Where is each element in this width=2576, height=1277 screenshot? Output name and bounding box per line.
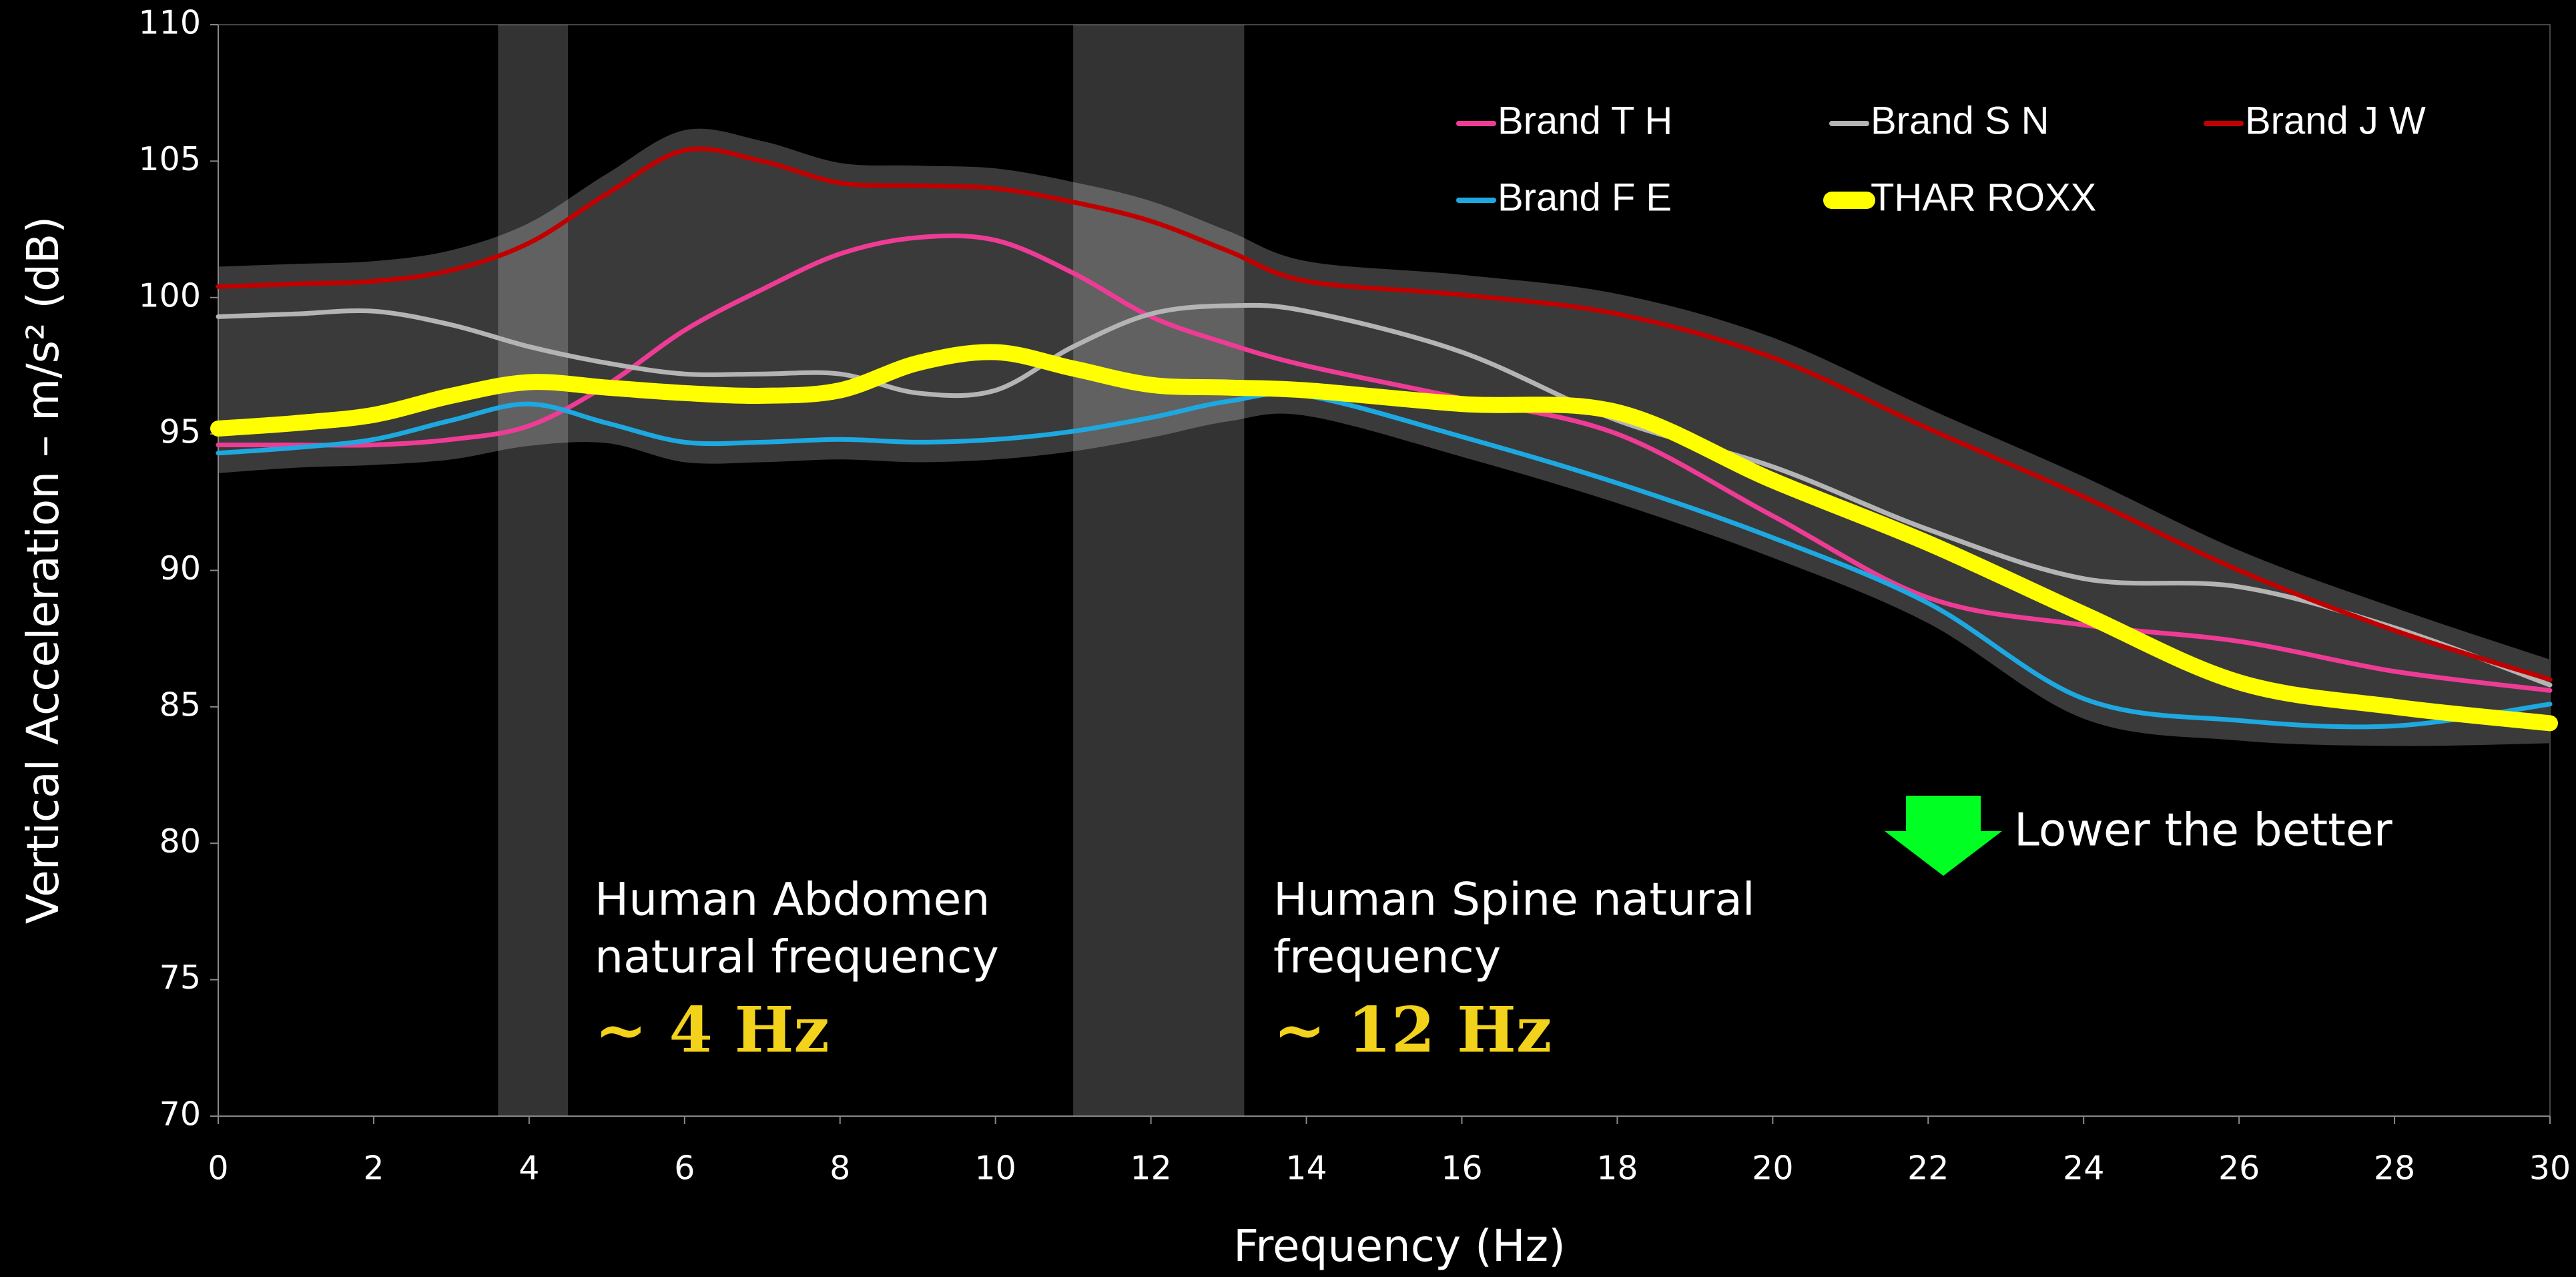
series-line [210, 344, 2558, 732]
highlight-band [1073, 25, 1245, 1116]
x-tick-label: 20 [1752, 1150, 1793, 1188]
y-tick-label: 100 [138, 276, 201, 314]
annotation-text: natural frequency [595, 931, 999, 984]
x-tick-label: 30 [2529, 1150, 2571, 1188]
x-tick-label: 4 [519, 1150, 539, 1188]
annotation-text: Human Abdomen [595, 874, 990, 927]
x-tick-label: 26 [2218, 1150, 2260, 1188]
y-tick-label: 80 [159, 822, 201, 860]
annotation-highlight: ~ 4 Hz [595, 993, 830, 1067]
x-tick-label: 12 [1130, 1150, 1171, 1188]
series-line [216, 146, 2553, 682]
note: Lower the better [2014, 804, 2392, 857]
legend-label: THAR ROXX [1871, 176, 2096, 219]
legend-label: Brand T H [1498, 99, 1672, 142]
y-tick-label: 105 [138, 140, 201, 178]
y-tick-label: 90 [159, 549, 201, 587]
x-tick-label: 0 [208, 1150, 228, 1188]
x-tick-label: 6 [674, 1150, 695, 1188]
plot-layer [218, 24, 2551, 1117]
legend-label: Brand J W [2245, 99, 2426, 142]
highlight-band [498, 25, 569, 1116]
x-tick-label: 22 [1907, 1150, 1949, 1188]
x-tick-label: 2 [363, 1150, 384, 1188]
x-tick-label: 18 [1596, 1150, 1638, 1188]
series-line [216, 233, 2553, 693]
envelope [218, 128, 2550, 746]
x-tick-label: 24 [2063, 1150, 2104, 1188]
x-tick-label: 16 [1441, 1150, 1482, 1188]
y-tick-label: 70 [159, 1095, 201, 1133]
y-tick-label: 75 [159, 959, 201, 997]
x-tick-label: 10 [974, 1150, 1016, 1188]
x-tick-label: 28 [2374, 1150, 2415, 1188]
series-line [216, 302, 2553, 688]
x-axis-title: Frequency (Hz) [1233, 1220, 1566, 1272]
annotation-text: frequency [1273, 931, 1501, 984]
annotation-text: Human Spine natural [1273, 874, 1755, 927]
series-line [216, 391, 2553, 730]
y-axis-title: Vertical Acceleration – m/s² (dB) [17, 216, 69, 924]
x-tick-label: 8 [830, 1150, 850, 1188]
y-tick-label: 110 [138, 4, 201, 42]
annotation-highlight: ~ 12 Hz [1273, 993, 1552, 1067]
down-arrow [1885, 796, 2002, 876]
x-tick-label: 14 [1285, 1150, 1327, 1188]
y-tick-label: 85 [159, 686, 201, 724]
legend-label: Brand S N [1871, 99, 2049, 142]
y-tick-label: 95 [159, 413, 201, 451]
legend-label: Brand F E [1498, 176, 1672, 219]
